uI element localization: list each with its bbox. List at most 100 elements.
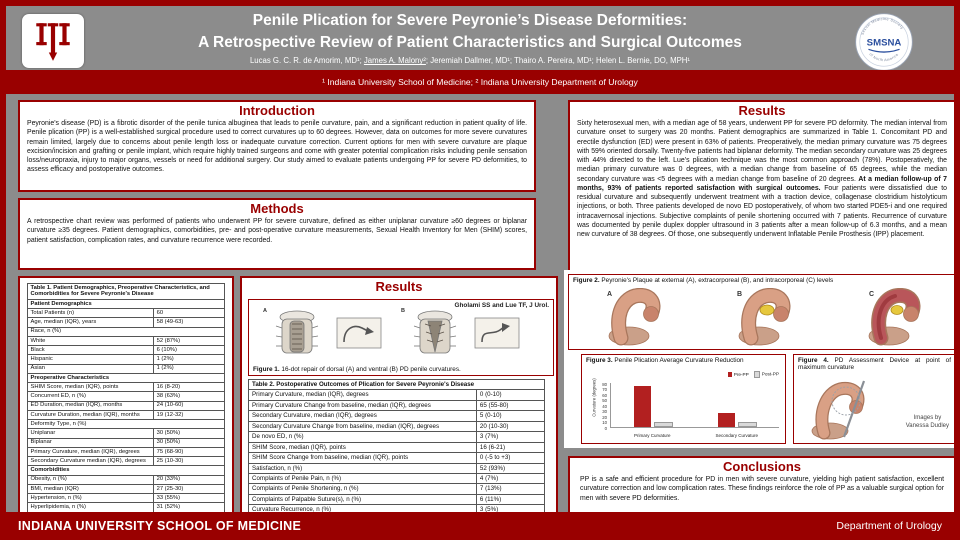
row-label: BMI, median (IQR) [26, 483, 155, 495]
y-tick-label: 60 [602, 392, 607, 398]
row-value: 1 (2%) [153, 363, 225, 374]
table1-section: Table 1. Patient Demographics, Preoperat… [18, 276, 234, 540]
results-body-bold: At a median follow-up of 7 months, 93% o… [577, 175, 947, 192]
results-right-body: Sixty heterosexual men, with a median ag… [570, 118, 954, 240]
table-row: Complaints of Penile Pain, n (%) 4 (7%) [248, 472, 546, 485]
row-label: Black [26, 345, 155, 356]
table-title: Table 1. Patient Demographics, Preoperat… [27, 283, 225, 300]
table-title-row: Table 1. Patient Demographics, Preoperat… [27, 283, 225, 300]
y-tick-label: 30 [602, 409, 607, 414]
y-tick-label: 0 [604, 425, 607, 431]
chart-y-ticks: 0 10 20 30 40 50 60 70 80 [598, 381, 608, 431]
table-row: BMI, median (IQR) 27 (25-30) [26, 483, 225, 495]
conclusions-body: PP is a safe and efficient procedure for… [580, 476, 944, 502]
table-row: Complaints of Palpable Suture(s), n (%) 6… [248, 493, 546, 506]
smsna-logo: Sexual Medicine Society of North America… [852, 10, 916, 74]
table-row: Race, n (%) [27, 326, 225, 337]
introduction-title: Introduction [239, 103, 315, 118]
table-row: Black 6 (10%) [26, 345, 225, 356]
poster-title-line2: A Retrospective Review of Patient Charac… [198, 33, 742, 51]
row-value: 75 (68-90) [153, 446, 225, 458]
table-title-row: Table 2. Postoperative Outcomes of Plica… [248, 378, 545, 391]
row-label: Secondary Curvature median (IQR), degree… [26, 456, 155, 467]
x-category-label: Primary Curvature [633, 433, 671, 438]
header: Penile Plication for Severe Peyronie’s D… [6, 6, 954, 72]
y-tick-label: 80 [602, 381, 607, 387]
row-value: 52 (93%) [475, 462, 546, 474]
smsna-wordmark: SMSNA [867, 38, 902, 49]
row-value: 30 (50%) [153, 437, 225, 448]
affiliation-band: ¹ Indiana University School of Medicine;… [6, 70, 954, 94]
chart-plot-area [610, 383, 779, 428]
row-value: 6 (11%) [475, 493, 546, 506]
row-value: 33 (55%) [153, 493, 225, 504]
row-label: Secondary Curvature, median (IQR), degre… [248, 410, 477, 422]
row-value: 6 (10%) [153, 345, 225, 356]
row-value: 4 (7%) [475, 472, 546, 485]
y-tick-label: 20 [602, 414, 607, 420]
row-value: 24 (10-60) [153, 400, 225, 411]
figure4: Figure 4. PD Assessment Device at point … [793, 354, 954, 444]
y-tick-label: 70 [602, 387, 607, 392]
row-label: Age, median (IQR), years [26, 317, 155, 328]
table-row: Total Patients (n) 60 [26, 308, 225, 319]
methods-title: Methods [250, 201, 304, 216]
table-row: Curvature Duration, median (IQR), months… [26, 409, 225, 421]
table-title: Table 2. Postoperative Outcomes of Plica… [248, 378, 545, 391]
row-label: Primary Curvature Change from baseline, … [248, 399, 477, 412]
results-right-title: Results [738, 103, 786, 118]
row-label: Preoperative Characteristics [27, 372, 225, 384]
row-label: Uniplanar [26, 428, 155, 439]
chart-y-axis-label: Curvature (degrees) [591, 378, 597, 417]
data-table: Table 1. Patient Demographics, Preoperat… [26, 283, 225, 540]
footer-school-name: INDIANA UNIVERSITY SCHOOL OF MEDICINE [18, 519, 302, 533]
figure1-panel-label-a: A [263, 308, 267, 314]
footer-bar: INDIANA UNIVERSITY SCHOOL OF MEDICINE De… [6, 512, 954, 540]
row-value: 16 (8-20) [153, 382, 225, 393]
introduction-section: Introduction Peyronie's disease (PD) is … [18, 100, 536, 192]
figure1-panel-label-b: B [401, 308, 405, 314]
authors-pre: Lucas G. C. R. de Amorim, MD¹; [249, 56, 364, 66]
figure1-illustration [275, 310, 520, 354]
table-row: SHIM Score Change from baseline, median … [248, 452, 546, 464]
table-row: Asian 1 (2%) [26, 363, 225, 374]
table-row: Primary Curvature, median (IQR), degrees… [248, 389, 546, 401]
figure2-illustration [608, 288, 921, 346]
table-row: Patient Demographics [27, 298, 225, 310]
bar-group-secondary-curvature [695, 383, 779, 427]
figure3: Figure 3. Penile Plication Average Curva… [581, 354, 786, 444]
row-label: Hispanic [26, 354, 155, 365]
title-block: Penile Plication for Severe Peyronie’s D… [98, 10, 842, 65]
row-label: Complaints of Palpable Suture(s), n (%) [248, 493, 477, 506]
table-row: Secondary Curvature Change from baseline… [248, 420, 546, 433]
figure2-caption: Figure 2. Peyronie's Plaque at external … [573, 277, 834, 284]
authors-line: Lucas G. C. R. de Amorim, MD¹; James A. … [98, 56, 842, 65]
results-body-before: Sixty heterosexual men, with a median ag… [577, 120, 947, 183]
conclusions-title: Conclusions [722, 459, 801, 474]
table-row: Secondary Curvature median (IQR), degree… [26, 456, 225, 467]
row-label: Race, n (%) [27, 326, 225, 337]
results-mid-section: Results Gholami SS and Lue TF, J Urol. A… [240, 276, 558, 537]
legend-label: Pre-PP [733, 371, 749, 377]
row-label: De novo ED, n (%) [248, 431, 477, 443]
introduction-body: Peyronie's disease (PD) is a fibrotic di… [27, 120, 527, 174]
table-row: Hispanic 1 (2%) [26, 354, 225, 365]
table-row: ED Duration, median (IQR), months 24 (10-… [26, 400, 225, 411]
legend-item-pre-pp: Pre-PP [727, 371, 749, 377]
bar-pre-pp-primary-curvature [633, 385, 651, 427]
results-right-section: Results Sixty heterosexual men, with a m… [568, 100, 954, 272]
curvature-reduction-chart: Curvature (degrees) 0 10 20 30 40 50 60 70 80 Pr… [588, 369, 781, 441]
table-row: Age, median (IQR), years 58 (49-63) [26, 317, 225, 328]
figure1-credit: Gholami SS and Lue TF, J Urol. [454, 302, 549, 309]
row-value: 31 (52%) [153, 502, 225, 513]
poster-title-line1: Penile Plication for Severe Peyronie’s D… [252, 12, 688, 29]
methods-body: A retrospective chart review was perform… [27, 218, 527, 244]
row-value: 65 (55-80) [475, 399, 546, 412]
row-label: Asian [26, 363, 155, 374]
row-label: SHIM Score, median (IQR), points [248, 441, 477, 454]
footer-department: Department of Urology [836, 520, 942, 532]
row-label: Total Patients (n) [26, 308, 155, 319]
table-row: Primary Curvature Change from baseline, … [248, 399, 546, 412]
legend-label: Post-PP [761, 371, 779, 377]
